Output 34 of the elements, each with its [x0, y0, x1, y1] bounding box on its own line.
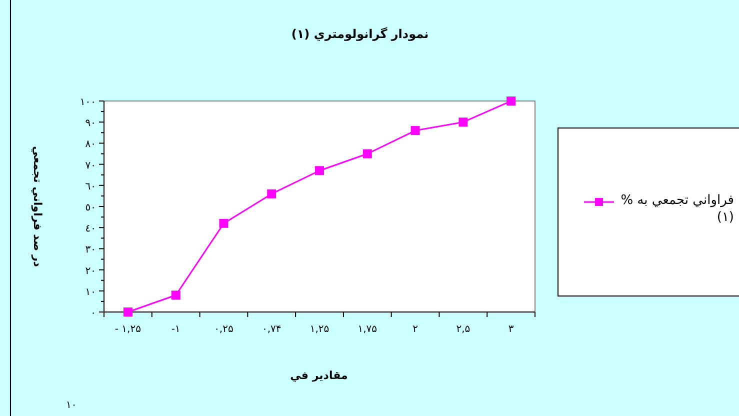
y-axis-title: در صد فراواني تجمعي	[31, 146, 44, 268]
y-tick-label: ١٠٠	[80, 97, 96, 108]
x-tick-label: ۳	[508, 324, 514, 335]
y-tick-label: ٠	[90, 308, 96, 319]
point	[458, 118, 468, 127]
y-tick-label: ٤٠	[85, 224, 96, 235]
y-tick-label: ٩٠	[85, 118, 96, 130]
point	[315, 166, 324, 176]
y-tick-label: ٧٠	[85, 160, 96, 172]
x-axis-title: مقادير في	[290, 369, 348, 382]
y-tick-label: ٣٠	[85, 244, 96, 256]
x-tick-label: ۱,۲۵	[310, 324, 330, 335]
x-tick-label: ۱,۷۵	[358, 324, 378, 335]
point	[123, 308, 132, 316]
x-tick-label: ۲,۵	[456, 324, 470, 335]
x-tick-label: ۰,۲۵	[214, 324, 234, 335]
point	[171, 290, 180, 300]
y-tick-label: ٢٠	[85, 266, 96, 277]
point	[219, 218, 228, 228]
x-tick-label: ۲	[412, 324, 418, 335]
x-tick-label: -۱	[171, 324, 180, 335]
chart-title: نمودار گرانولومتري (۱)	[291, 27, 429, 41]
point	[506, 96, 516, 106]
point	[410, 126, 420, 136]
point	[362, 149, 372, 158]
point	[267, 189, 276, 198]
y-tick-label: ٨٠	[85, 139, 96, 150]
y-tick-label: ٥٠	[85, 202, 96, 214]
x-tick-label: ۰,۷۴	[262, 324, 282, 335]
legend-label: فراواني تجمعي به %(۱)	[620, 192, 734, 226]
x-tick-label: - ۱,۲۵	[114, 324, 141, 335]
y-tick-label: ٦٠	[85, 181, 96, 192]
y-tick-label: ١٠	[85, 286, 96, 298]
text: ۱۰	[66, 400, 77, 411]
